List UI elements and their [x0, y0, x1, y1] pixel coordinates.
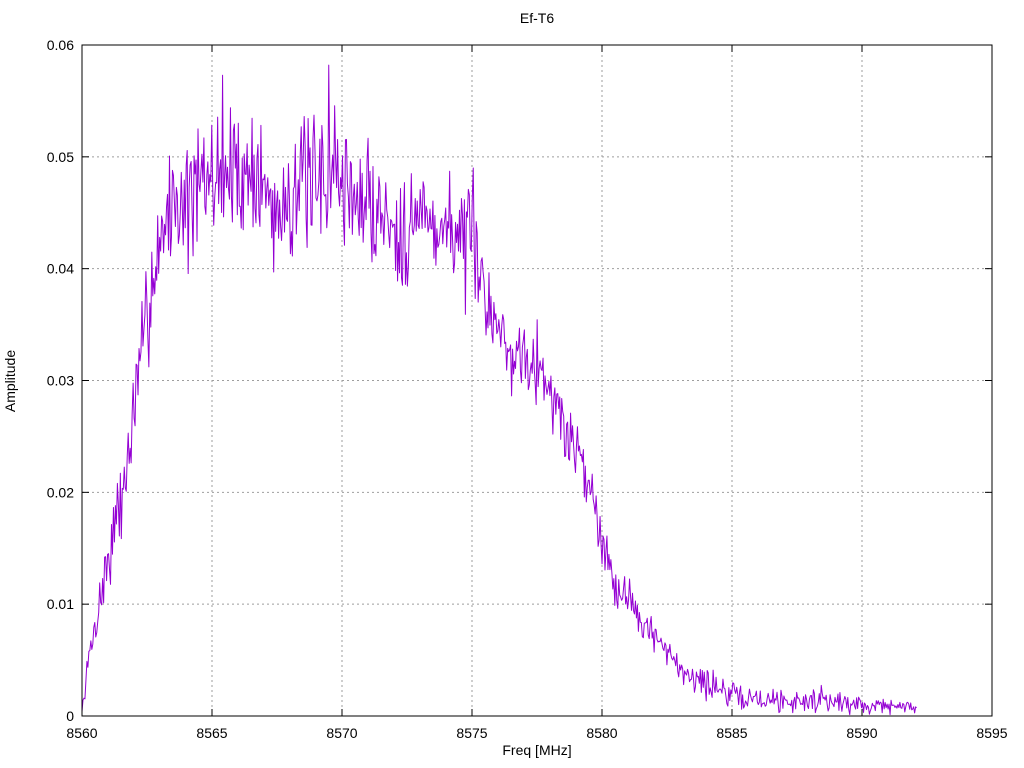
- x-tick-label: 8575: [456, 725, 487, 741]
- spectrum-trace-layer: [81, 64, 917, 716]
- tick-labels: 8560 8565 8570 8575 8580 8585 8590 8595 0 0.01 0.0…: [47, 37, 1008, 741]
- plot-border: [81, 44, 993, 717]
- y-axis-label: Amplitude: [2, 350, 18, 412]
- y-tick-label: 0.05: [47, 149, 74, 165]
- y-tick-label: 0.02: [47, 484, 74, 500]
- y-tick-label: 0: [66, 708, 74, 724]
- grid-lines: [82, 45, 992, 716]
- chart-title: Ef-T6: [520, 10, 554, 26]
- y-tick-label: 0.04: [47, 261, 74, 277]
- y-tick-label: 0.03: [47, 373, 74, 389]
- x-tick-label: 8580: [586, 725, 617, 741]
- x-tick-label: 8560: [66, 725, 97, 741]
- y-tick-label: 0.01: [47, 596, 74, 612]
- x-tick-label: 8585: [716, 725, 747, 741]
- x-tick-label: 8570: [326, 725, 357, 741]
- x-tick-label: 8565: [196, 725, 227, 741]
- x-tick-label: 8590: [846, 725, 877, 741]
- y-tick-label: 0.06: [47, 37, 74, 53]
- x-tick-label: 8595: [976, 725, 1007, 741]
- axes-and-ticks: [81, 44, 993, 717]
- x-axis-label: Freq [MHz]: [502, 742, 571, 758]
- spectrum-trace: [81, 64, 917, 716]
